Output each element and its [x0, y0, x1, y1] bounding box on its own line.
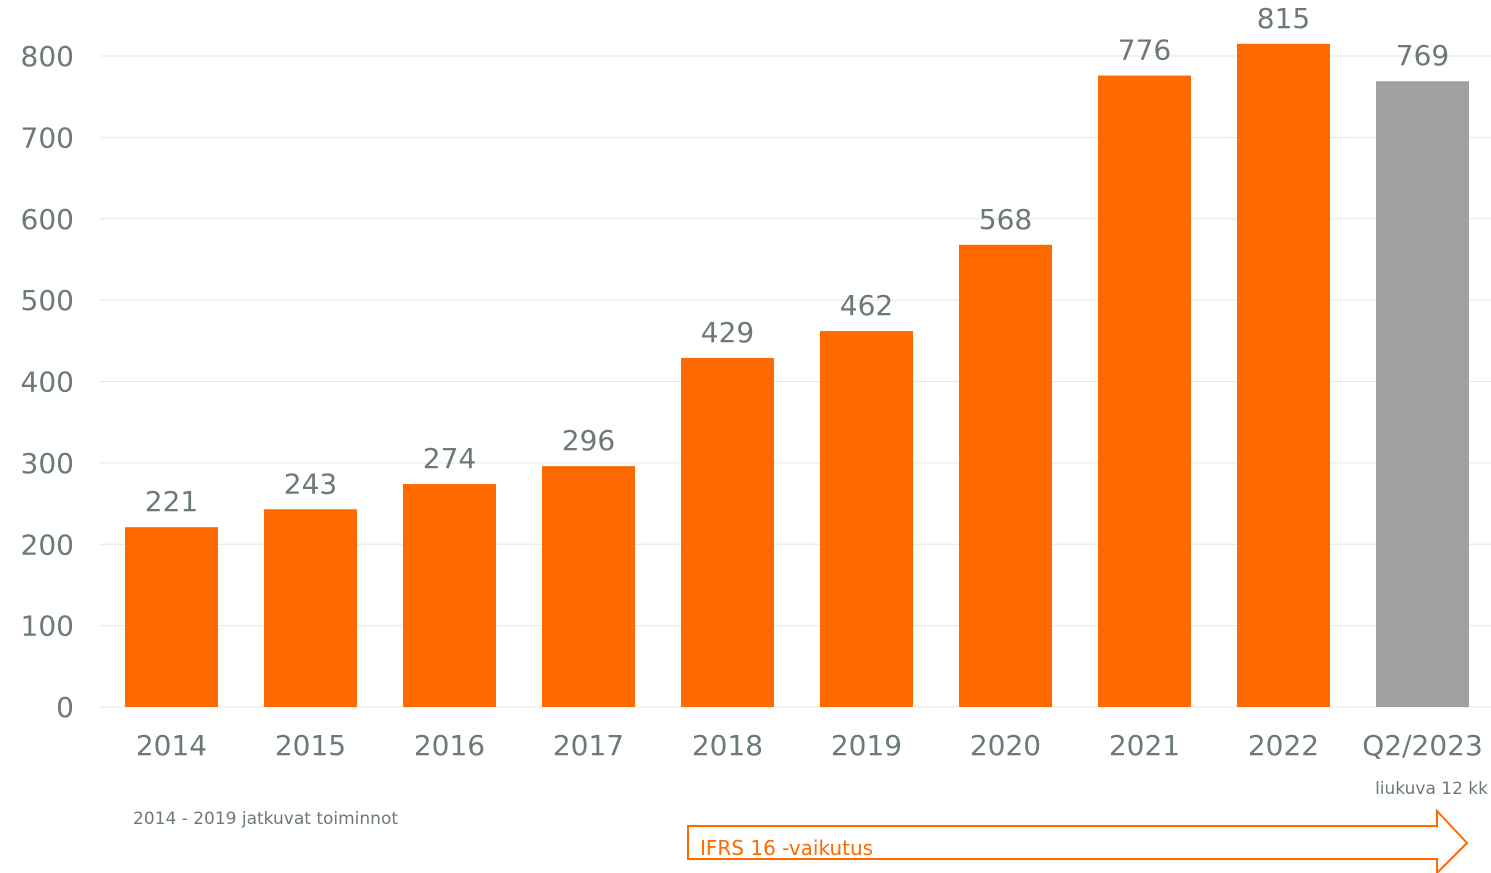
footnote: 2014 - 2019 jatkuvat toiminnot — [133, 809, 398, 829]
rolling-12-note: liukuva 12 kk — [1375, 779, 1488, 799]
bar-value-label: 274 — [423, 442, 476, 475]
y-tick-label: 500 — [21, 284, 74, 317]
x-tick-label: 2021 — [1109, 729, 1180, 762]
x-tick-label: 2020 — [970, 729, 1041, 762]
y-tick-label: 700 — [21, 121, 74, 154]
y-tick-label: 800 — [21, 40, 74, 73]
bar — [1376, 81, 1469, 707]
bar — [264, 509, 357, 707]
x-tick-label: 2022 — [1248, 729, 1319, 762]
bar-value-label: 462 — [840, 289, 893, 322]
bar — [681, 357, 774, 707]
x-tick-label: 2019 — [831, 729, 902, 762]
bar — [1098, 75, 1191, 707]
y-tick-label: 200 — [21, 528, 74, 561]
bar — [959, 244, 1052, 708]
bars — [125, 43, 1469, 708]
bar — [820, 331, 913, 707]
y-axis: 0 100 200 300 400 500 600 700 800 — [21, 40, 74, 724]
ifrs-arrow: IFRS 16 -vaikutus — [687, 808, 1469, 873]
y-tick-label: 100 — [21, 610, 74, 643]
bar — [403, 484, 496, 707]
x-axis: 2014 2015 2016 2017 2018 2019 2020 2021 2022 Q2/2… — [136, 729, 1483, 762]
bar-value-label: 243 — [284, 467, 337, 500]
bar — [542, 466, 635, 707]
bar-value-label: 568 — [979, 203, 1032, 236]
bar-value-label: 815 — [1257, 2, 1310, 35]
x-tick-label: 2018 — [692, 729, 763, 762]
y-tick-label: 600 — [21, 203, 74, 236]
bar-value-label: 429 — [701, 316, 754, 349]
ifrs-label: IFRS 16 -vaikutus — [700, 836, 873, 860]
bar-value-label: 296 — [562, 424, 615, 457]
x-tick-label: Q2/2023 — [1362, 729, 1483, 762]
y-tick-label: 0 — [56, 691, 74, 724]
y-tick-label: 400 — [21, 366, 74, 399]
bar — [125, 527, 218, 707]
bar — [1237, 43, 1330, 707]
x-tick-label: 2014 — [136, 729, 207, 762]
x-tick-label: 2015 — [275, 729, 346, 762]
bar-value-label: 776 — [1118, 34, 1171, 67]
x-tick-label: 2017 — [553, 729, 624, 762]
ifrs-arrow-shape — [687, 808, 1469, 873]
y-tick-label: 300 — [21, 447, 74, 480]
bar-value-label: 221 — [145, 485, 198, 518]
bar-value-label: 769 — [1396, 39, 1449, 72]
value-labels: 221 243 274 296 429 462 568 776 815 769 — [145, 2, 1449, 518]
x-tick-label: 2016 — [414, 729, 485, 762]
